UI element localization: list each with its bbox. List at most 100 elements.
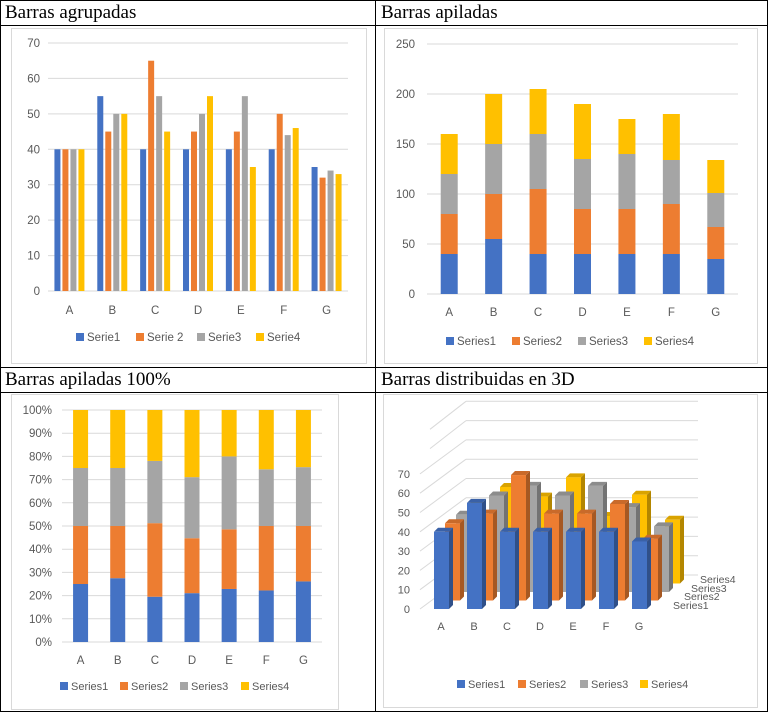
bar-segment-series3-A (73, 468, 89, 526)
bar-segment-series3-G (707, 193, 725, 227)
bar3d-top-series2-A (445, 519, 464, 524)
depth-axis-label: Series3 (691, 583, 727, 595)
x-tick-label: B (490, 307, 498, 319)
y-tick-label: 50 (27, 109, 40, 121)
bar3d-top-series1-D (533, 527, 552, 532)
bar-segment-series3-E (618, 154, 636, 209)
bar3d-series1-A (434, 531, 449, 609)
bar-segment-series2-G (295, 526, 311, 582)
bar-segment-series2-D (574, 209, 591, 254)
legend-swatch-4 (644, 337, 652, 345)
x-tick-label: A (77, 655, 85, 667)
bar-serie2-F (276, 113, 283, 291)
y-tick-label: 50% (29, 521, 52, 533)
y-tick-label: 70% (29, 475, 52, 487)
bar3d-series1-B (467, 502, 482, 609)
bar3d-top-series1-F (599, 527, 618, 532)
bar3d-series1-D (533, 531, 548, 609)
bar-serie1-B (97, 96, 104, 292)
bar-serie1-A (54, 149, 61, 291)
y-tick-label: 90% (29, 428, 52, 440)
x-tick-label: F (668, 307, 675, 319)
bar3d-top-series4-D (566, 473, 585, 478)
bar-serie4-D (207, 96, 213, 292)
y-tick-label: 0 (34, 286, 40, 298)
bar-segment-series1-A (440, 254, 458, 294)
y-tick-label: 20 (27, 215, 40, 227)
x-tick-label: C (534, 307, 542, 319)
y-tick-label: 30 (398, 546, 410, 558)
y-tick-label: 50 (402, 239, 415, 251)
bar-segment-series2-E (618, 209, 636, 254)
bar3d-top-series2-F (610, 500, 629, 504)
legend-swatch-2 (518, 680, 526, 688)
bar-segment-series1-B (485, 239, 503, 294)
bar-segment-series3-B (110, 468, 126, 526)
legend-label-4: Series4 (252, 681, 289, 693)
y-tick-label: 100% (23, 405, 52, 417)
bar-segment-series3-C (147, 460, 163, 524)
y-tick-label: 0 (409, 289, 415, 301)
bar3d-top-series4-F (632, 490, 651, 495)
y-tick-label: 30 (27, 180, 40, 192)
y-tick-label: 60 (27, 73, 40, 85)
bar3d-top-series3-B (489, 491, 508, 496)
bar-serie2-D (191, 131, 197, 291)
bar-serie4-E (249, 167, 256, 291)
bar-segment-series1-B (110, 578, 126, 642)
bar-segment-series1-D (184, 593, 200, 642)
bar-segment-series4-C (529, 89, 547, 134)
chart-panel-stacked-100[interactable] (11, 394, 339, 710)
bar3d-top-series3-D (555, 491, 574, 496)
bar-serie4-A (78, 149, 85, 291)
gridline-side (419, 458, 467, 494)
depth-axis-label: Series2 (684, 591, 720, 603)
bar-serie3-F (284, 135, 291, 291)
y-tick-label: 70 (27, 38, 40, 50)
bar-segment-series2-B (110, 526, 126, 579)
bar-segment-series1-C (147, 596, 163, 642)
bar-segment-series4-D (184, 410, 200, 478)
bar-segment-series4-D (574, 104, 591, 159)
y-tick-label: 10% (29, 614, 52, 626)
bar3d-top-series2-D (544, 509, 563, 514)
y-tick-label: 40 (27, 144, 40, 156)
x-tick-label: G (299, 655, 308, 667)
bar-serie1-G (311, 167, 318, 291)
bar-segment-series2-A (440, 214, 458, 254)
y-tick-label: 80% (29, 451, 52, 463)
legend-swatch-4 (640, 680, 648, 688)
bar-segment-series3-F (258, 469, 274, 526)
x-tick-label: D (194, 305, 202, 317)
bar3d-series1-G (632, 541, 647, 609)
y-tick-label: 250 (396, 39, 415, 51)
bar-serie2-E (233, 131, 240, 291)
bar-segment-series1-E (618, 254, 636, 294)
table-divider-title2 (0, 392, 768, 393)
table-border-right (767, 0, 768, 712)
bar-segment-series2-F (258, 526, 274, 591)
bar3d-side-series1-D (548, 527, 552, 609)
bar3d-side-series2-G (658, 534, 662, 601)
bar-segment-series4-G (295, 410, 311, 468)
bar-serie3-B (113, 113, 120, 291)
table-border-top (0, 0, 768, 1)
legend-label-4: Series4 (651, 679, 688, 691)
bar-segment-series4-C (147, 410, 163, 461)
gridline-side (429, 420, 467, 449)
bar3d-side-series1-C (515, 527, 519, 609)
bar3d-top-series2-C (511, 471, 530, 476)
bar-segment-series1-C (529, 254, 547, 294)
bar-segment-series1-A (73, 584, 89, 642)
bar3d-top-series3-E (588, 481, 607, 486)
chart-title-stacked-100: Barras apiladas 100% (5, 369, 171, 390)
table-divider-row (0, 367, 768, 368)
bar3d-side-series2-C (526, 471, 530, 601)
bar-serie1-C (140, 149, 147, 291)
legend-swatch-3 (578, 337, 586, 345)
bar-segment-series1-G (295, 581, 311, 642)
x-tick-label: C (151, 305, 159, 317)
bar3d-top-series3-G (654, 522, 673, 527)
gridline-side (419, 478, 467, 513)
